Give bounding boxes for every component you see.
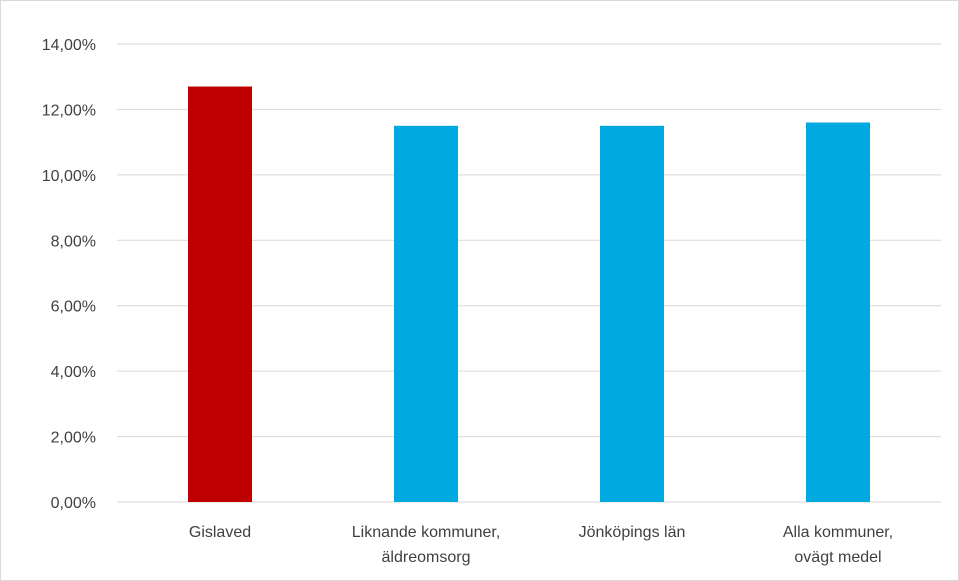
x-category-label: Liknande kommuner, (352, 524, 501, 541)
y-tick-label: 10,00% (42, 168, 96, 185)
x-category-label: ovägt medel (794, 549, 881, 566)
y-tick-label: 6,00% (51, 299, 96, 316)
y-tick-label: 8,00% (51, 233, 96, 250)
y-tick-label: 2,00% (51, 430, 96, 447)
x-category-label: Jönköpings län (579, 524, 686, 541)
y-tick-label: 12,00% (42, 102, 96, 119)
bar (394, 125, 458, 503)
bar (600, 125, 664, 503)
x-category-label: Alla kommuner, (783, 524, 893, 541)
x-category-label: Gislaved (189, 524, 251, 541)
y-tick-label: 4,00% (51, 364, 96, 381)
x-category-label: äldreomsorg (382, 549, 471, 566)
y-tick-label: 14,00% (42, 37, 96, 54)
y-tick-label: 0,00% (51, 495, 96, 512)
bar (188, 86, 252, 503)
bar (806, 122, 870, 502)
